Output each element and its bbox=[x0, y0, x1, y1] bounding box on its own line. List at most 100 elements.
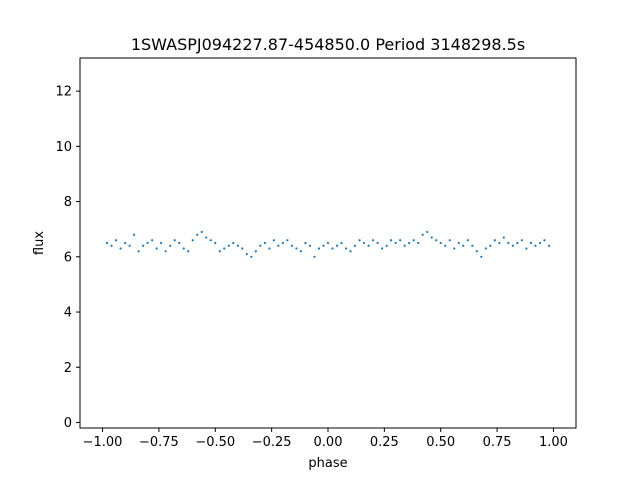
data-point bbox=[353, 244, 357, 247]
x-tick-label: 0.50 bbox=[426, 435, 455, 450]
data-point bbox=[326, 241, 330, 245]
data-point bbox=[142, 244, 145, 247]
data-point bbox=[331, 247, 334, 250]
data-point bbox=[281, 241, 285, 245]
data-point bbox=[295, 247, 298, 250]
y-tick-label: 0 bbox=[64, 416, 72, 431]
y-tick-label: 6 bbox=[64, 250, 72, 265]
x-axis-label: phase bbox=[308, 456, 347, 471]
data-point bbox=[421, 233, 424, 236]
data-point bbox=[236, 244, 239, 247]
x-tick-label: 0.75 bbox=[483, 435, 512, 450]
data-point bbox=[286, 239, 289, 242]
data-point bbox=[164, 250, 167, 253]
data-point bbox=[191, 239, 194, 242]
data-point bbox=[205, 236, 208, 239]
data-point bbox=[304, 241, 307, 245]
y-tick-label: 4 bbox=[64, 306, 72, 321]
data-point bbox=[340, 241, 343, 245]
data-point bbox=[227, 244, 230, 247]
data-point bbox=[128, 244, 131, 247]
data-point bbox=[241, 247, 244, 250]
data-point bbox=[371, 239, 375, 242]
data-point bbox=[151, 239, 154, 242]
data-point bbox=[196, 233, 199, 236]
x-tick-label: −0.75 bbox=[139, 435, 179, 450]
data-point bbox=[385, 244, 388, 247]
data-point bbox=[335, 244, 339, 247]
data-point bbox=[466, 239, 469, 242]
data-point bbox=[516, 241, 519, 245]
data-point bbox=[290, 244, 294, 247]
data-point bbox=[462, 244, 465, 247]
data-point bbox=[277, 244, 280, 247]
data-point bbox=[444, 244, 447, 247]
data-point bbox=[232, 241, 235, 245]
y-tick-label: 2 bbox=[64, 361, 72, 376]
y-axis-ticks: 0 2 4 6 8 10 12 bbox=[55, 85, 80, 431]
data-point bbox=[403, 244, 406, 247]
y-tick-label: 8 bbox=[64, 195, 72, 210]
data-point bbox=[439, 241, 442, 245]
data-point bbox=[137, 250, 140, 253]
data-point bbox=[344, 247, 348, 250]
data-point bbox=[362, 241, 366, 245]
x-tick-label: −0.50 bbox=[195, 435, 235, 450]
data-point bbox=[399, 239, 402, 242]
data-point bbox=[408, 241, 411, 245]
data-point bbox=[173, 239, 176, 242]
data-point bbox=[480, 255, 483, 258]
data-point bbox=[448, 239, 451, 242]
data-point bbox=[484, 247, 487, 250]
data-point bbox=[412, 239, 415, 242]
data-point bbox=[263, 241, 266, 245]
data-point bbox=[299, 250, 303, 253]
data-point bbox=[245, 252, 248, 256]
data-point bbox=[525, 247, 528, 250]
data-point bbox=[390, 239, 393, 242]
data-point bbox=[493, 239, 496, 242]
data-point bbox=[475, 250, 478, 253]
data-point bbox=[214, 241, 217, 245]
data-point bbox=[123, 241, 127, 245]
data-point bbox=[426, 230, 429, 234]
data-point bbox=[534, 244, 537, 247]
data-point bbox=[381, 247, 384, 250]
data-point bbox=[308, 244, 312, 247]
data-point bbox=[498, 241, 501, 245]
x-axis-ticks: −1.00 −0.75 −0.50 −0.25 0.00 0.25 0.50 0.75 1.00 bbox=[83, 428, 568, 450]
data-point bbox=[529, 241, 533, 245]
x-tick-label: −0.25 bbox=[252, 435, 292, 450]
data-point bbox=[187, 250, 190, 253]
data-point bbox=[178, 241, 181, 245]
data-point bbox=[268, 247, 271, 250]
data-point bbox=[547, 244, 551, 247]
data-point bbox=[417, 241, 420, 245]
data-point bbox=[322, 244, 325, 247]
data-point bbox=[259, 244, 262, 247]
data-point bbox=[114, 239, 118, 242]
data-point bbox=[105, 241, 109, 245]
scatter-points bbox=[105, 230, 551, 258]
data-point bbox=[200, 230, 203, 234]
x-tick-label: 0.25 bbox=[370, 435, 399, 450]
data-point bbox=[511, 244, 514, 247]
data-point bbox=[430, 236, 433, 239]
data-point bbox=[218, 250, 221, 253]
chart-title: 1SWASPJ094227.87-454850.0 Period 3148298… bbox=[131, 35, 525, 54]
y-axis-label: flux bbox=[32, 231, 47, 255]
data-point bbox=[254, 250, 257, 253]
data-point bbox=[349, 250, 352, 253]
data-point bbox=[376, 241, 379, 245]
data-point bbox=[146, 241, 149, 245]
data-point bbox=[317, 247, 321, 250]
data-point bbox=[110, 244, 113, 247]
data-point bbox=[435, 239, 438, 242]
y-tick-label: 12 bbox=[55, 85, 72, 100]
data-point bbox=[169, 244, 172, 247]
data-point bbox=[502, 236, 505, 239]
data-point bbox=[394, 241, 397, 245]
data-point bbox=[119, 247, 122, 250]
